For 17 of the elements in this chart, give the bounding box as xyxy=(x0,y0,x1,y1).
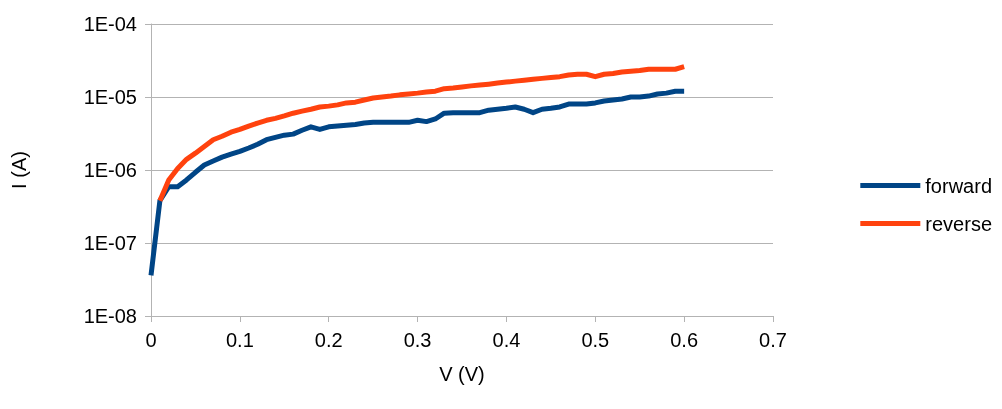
x-tick-label: 0.6 xyxy=(670,329,699,351)
y-axis-title: I (A) xyxy=(8,151,30,189)
y-tick-label: 1E-08 xyxy=(83,305,137,327)
x-tick-label: 0 xyxy=(145,329,157,351)
x-tick-label: 0.2 xyxy=(314,329,343,351)
x-tick-label: 0.7 xyxy=(759,329,787,351)
y-tick-label: 1E-05 xyxy=(83,86,137,108)
x-tick-label: 0.5 xyxy=(581,329,610,351)
y-tick-label: 1E-06 xyxy=(83,159,137,181)
y-tick-label: 1E-07 xyxy=(83,232,137,254)
y-tick-label: 1E-04 xyxy=(83,13,137,35)
x-tick-label: 0.1 xyxy=(225,329,254,351)
legend-label: forward xyxy=(925,174,993,197)
x-tick-label: 0.3 xyxy=(403,329,432,351)
x-axis-title: V (V) xyxy=(439,363,485,385)
legend-label: reverse xyxy=(925,212,993,235)
x-tick-label: 0.4 xyxy=(492,329,521,351)
